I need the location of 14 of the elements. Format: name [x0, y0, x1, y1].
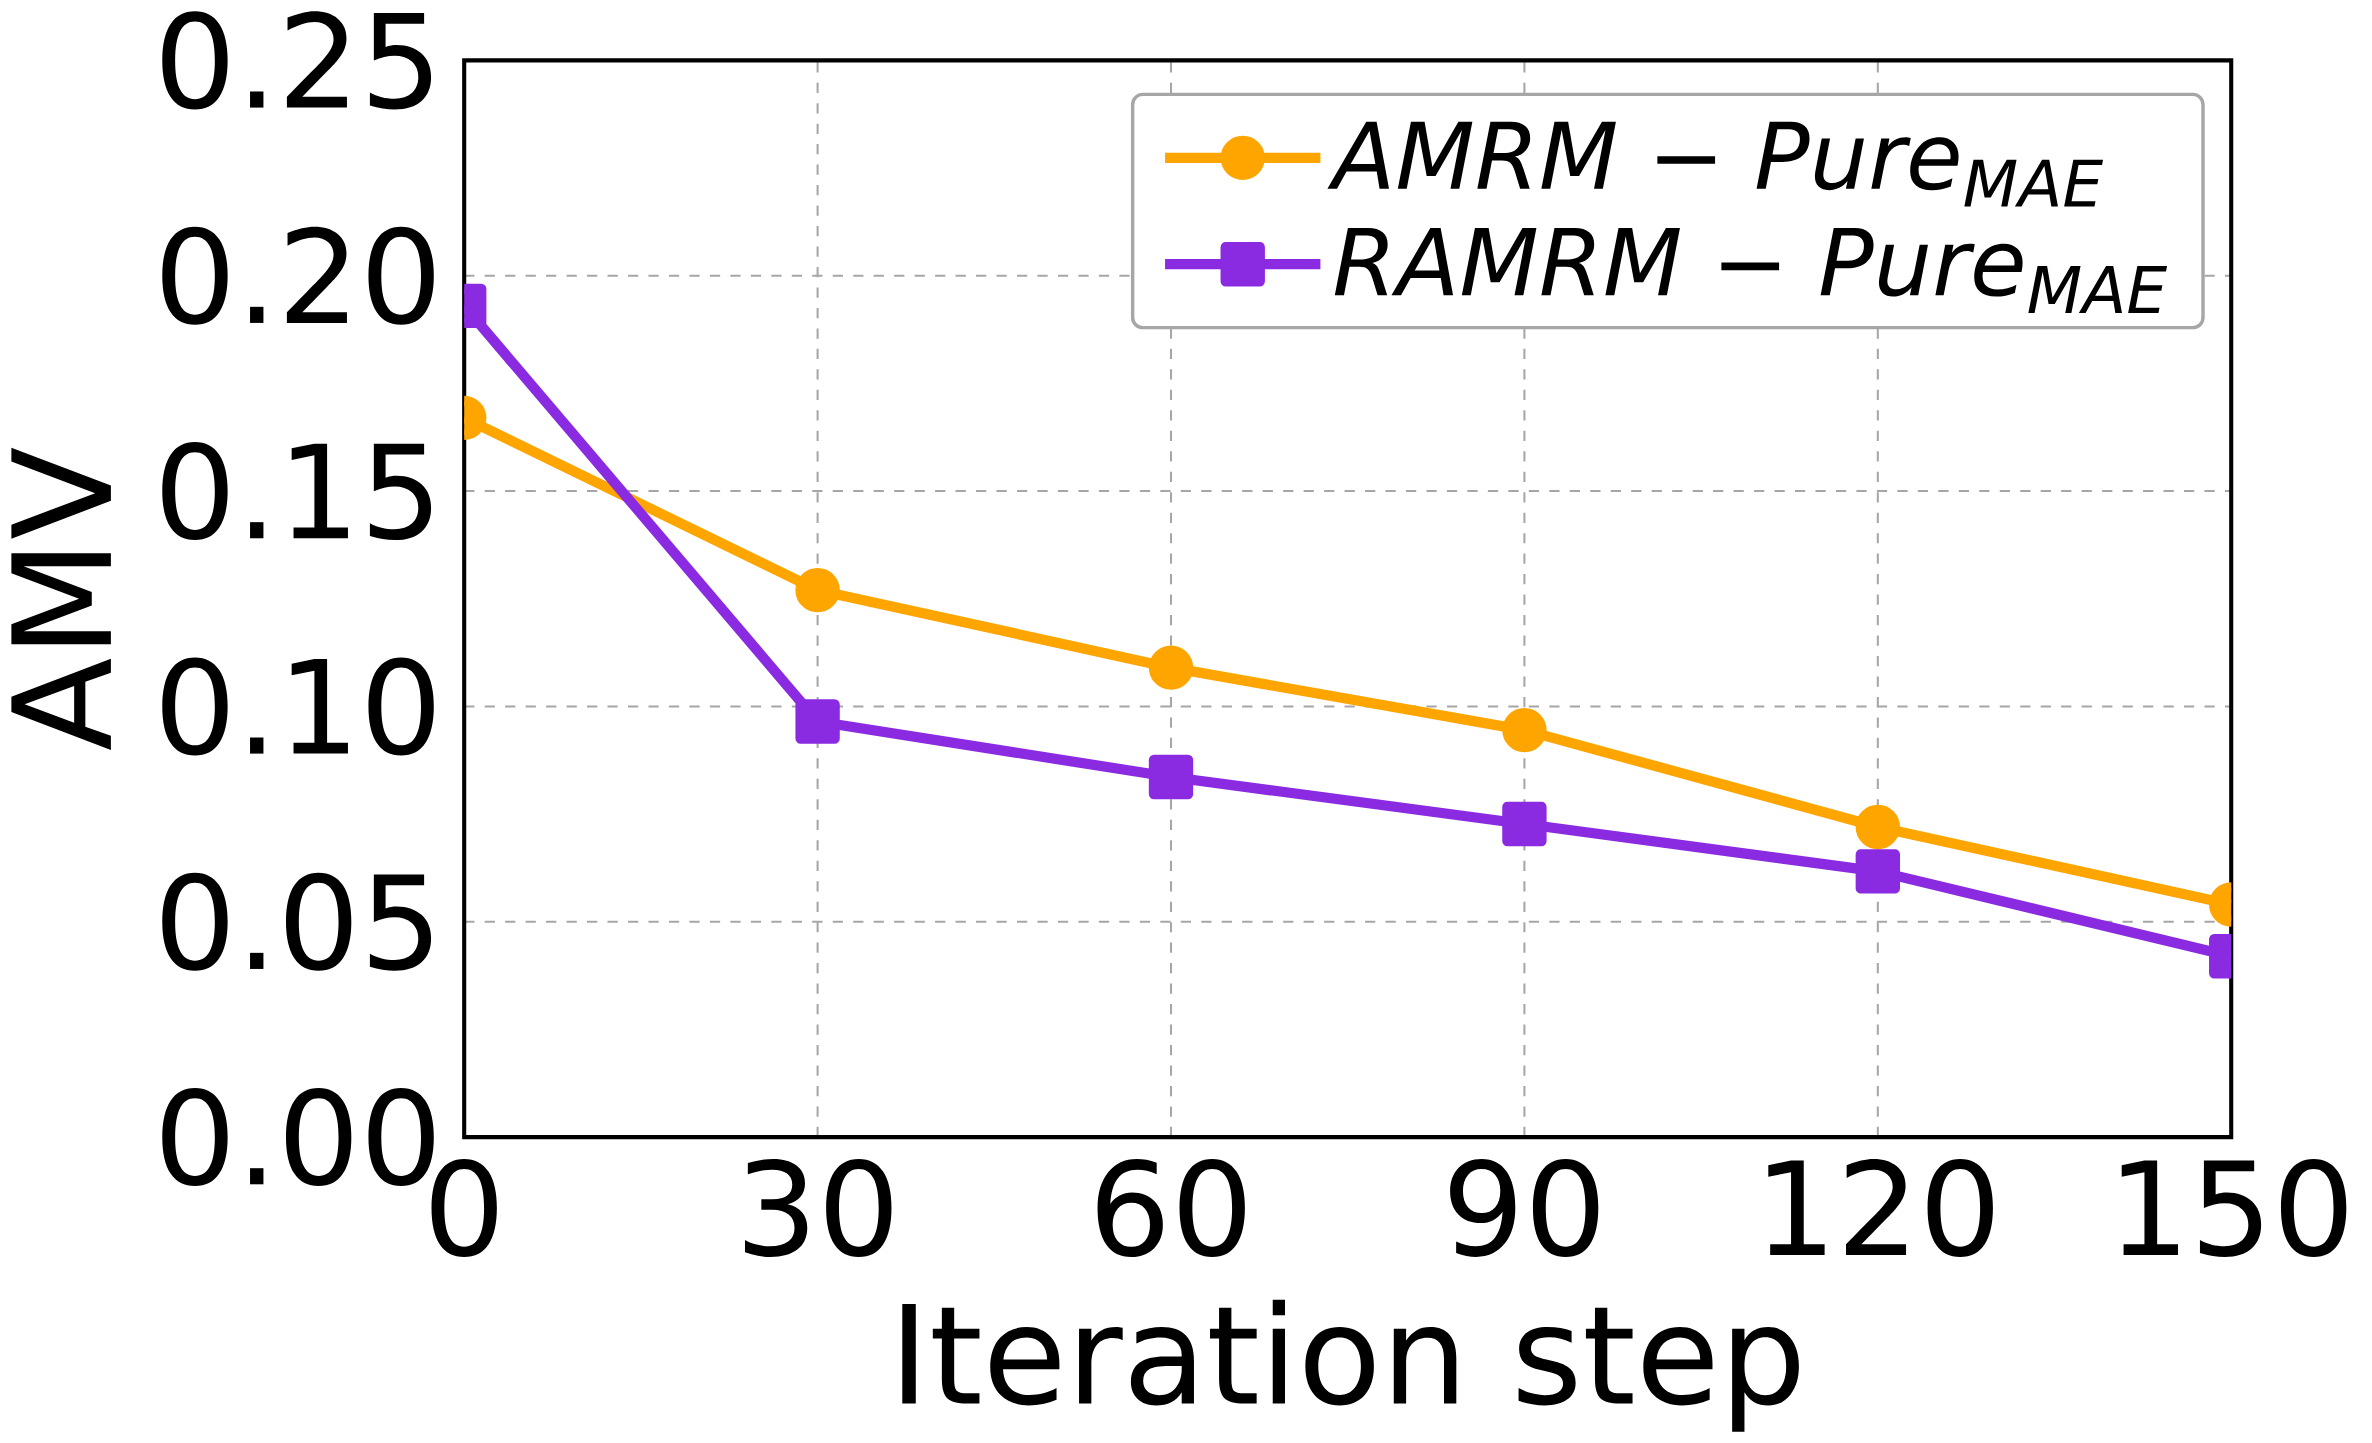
x-tick-label: 120	[1768, 1158, 1993, 1257]
x-tick-label: 150	[2121, 1158, 2347, 1257]
x-axis-title: Iteration step	[902, 1299, 1799, 1432]
y-tick-label: 0.25	[162, 11, 432, 110]
x-tick-label: 90	[1450, 1158, 1599, 1257]
legend-label: AMRM − Pure$_{MAE}$	[1327, 121, 2104, 207]
legend-label: RAMRM − Pure$_{MAE}$	[1334, 227, 2168, 313]
y-tick-label: 0.05	[162, 872, 432, 971]
y-axis-title: AMV	[11, 447, 111, 750]
y-tick-label: 0.20	[162, 226, 434, 325]
y-tick-label: 0.10	[162, 657, 434, 756]
x-tick-label: 60	[1097, 1158, 1245, 1257]
x-tick-label: 30	[745, 1158, 892, 1257]
y-tick-label: 0.15	[162, 441, 432, 540]
